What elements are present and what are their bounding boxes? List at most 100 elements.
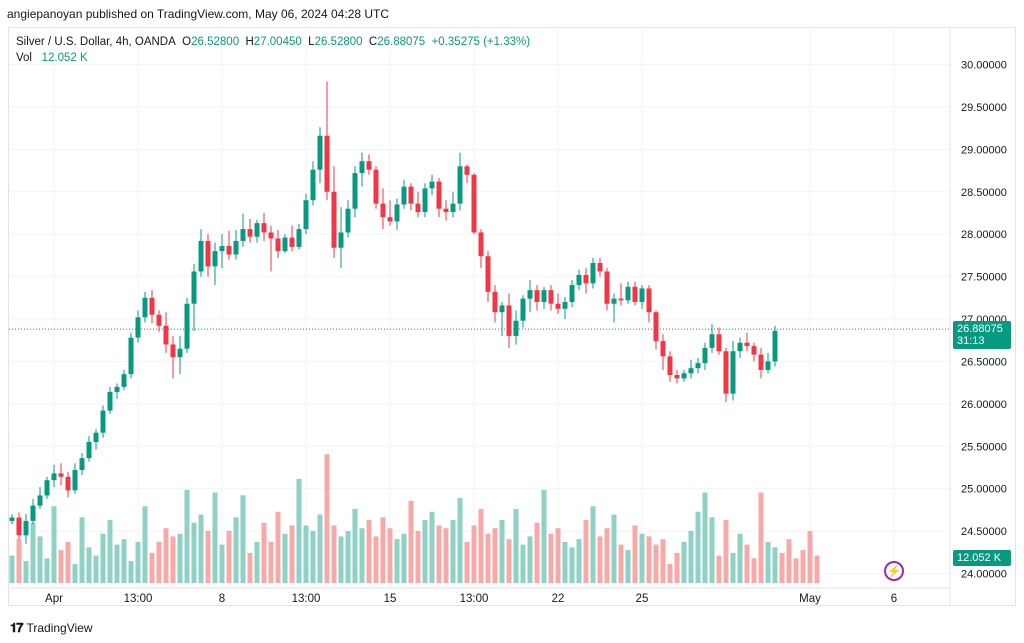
volume-bar xyxy=(695,511,701,583)
last-price-value: 26.88075 xyxy=(957,323,1003,336)
candle-body xyxy=(72,470,78,491)
candle-body xyxy=(331,191,337,248)
candle-body xyxy=(632,286,638,303)
x-tick-label: 25 xyxy=(636,593,649,605)
volume-bar xyxy=(184,489,190,583)
volume-bar xyxy=(555,528,561,583)
volume-bar xyxy=(149,552,155,583)
y-tick-label: 26.00000 xyxy=(961,399,1007,411)
candle-body xyxy=(422,188,428,213)
volume-bar xyxy=(639,533,645,583)
volume-bar xyxy=(387,528,393,583)
high-label: H xyxy=(245,36,254,48)
volume-bar xyxy=(177,533,183,583)
candle-body xyxy=(415,203,421,213)
candle-body xyxy=(478,232,484,257)
volume-bar xyxy=(625,550,631,583)
y-tick-label: 24.00000 xyxy=(961,569,1007,581)
publish-credit: angiepanoyan published on TradingView.co… xyxy=(7,7,390,21)
open-label: O xyxy=(182,36,192,48)
candle-body xyxy=(555,303,561,309)
volume-bar xyxy=(240,495,246,583)
candle-body xyxy=(471,174,477,233)
candle-body xyxy=(226,246,232,255)
x-tick-label: 22 xyxy=(552,593,565,605)
candle-body xyxy=(177,348,183,358)
y-tick-label: 28.00000 xyxy=(961,229,1007,241)
volume-bar xyxy=(37,536,43,583)
volume-bar xyxy=(72,563,78,583)
volume-bar xyxy=(814,555,820,583)
volume-bar xyxy=(401,533,407,583)
candle-body xyxy=(240,229,246,241)
candle-body xyxy=(247,229,253,237)
candle-body xyxy=(191,271,197,304)
candle-body xyxy=(709,334,715,348)
volume-bar xyxy=(583,519,589,583)
volume-bar xyxy=(65,541,71,583)
symbol-label[interactable]: Silver / U.S. Dollar, 4h, OANDA xyxy=(16,36,176,48)
candle-body xyxy=(359,161,365,174)
candle-body xyxy=(114,386,120,392)
volume-bar xyxy=(219,544,225,583)
volume-bar xyxy=(478,509,484,583)
volume-bar xyxy=(443,528,449,583)
x-tick-label: 6 xyxy=(891,593,897,605)
candle-body xyxy=(44,480,50,496)
volume-bar xyxy=(527,536,533,583)
candle-body xyxy=(639,288,645,303)
volume-bar xyxy=(415,530,421,583)
volume-bar xyxy=(93,555,99,583)
volume-bar xyxy=(793,558,799,583)
low-value: 26.52800 xyxy=(314,36,363,48)
volume-bar xyxy=(303,525,309,583)
tradingview-logo-icon: 𝟏𝟕 xyxy=(10,620,24,635)
volume-bar xyxy=(198,514,204,583)
volume-bar xyxy=(611,514,617,583)
volume-bar xyxy=(576,539,582,583)
volume-bar xyxy=(471,525,477,583)
candle-body xyxy=(366,161,372,170)
volume-bar xyxy=(457,498,463,583)
candle-body xyxy=(282,237,288,252)
volume-bar xyxy=(716,555,722,583)
candle-body xyxy=(289,237,295,247)
bar-countdown: 31:13 xyxy=(957,335,985,348)
candle-body xyxy=(184,303,190,349)
volume-bar xyxy=(492,528,498,583)
volume-bar xyxy=(730,552,736,583)
candle-body xyxy=(408,186,414,204)
candle-body xyxy=(702,347,708,364)
volume-bar xyxy=(723,519,729,583)
candle-body xyxy=(23,520,29,536)
volume-bar xyxy=(485,533,491,583)
candle-body xyxy=(541,290,547,303)
volume-bar xyxy=(450,519,456,583)
candle-body xyxy=(51,473,57,481)
candle-body xyxy=(737,342,743,352)
volume-bar xyxy=(499,519,505,583)
volume-bar xyxy=(331,525,337,583)
candle-body xyxy=(611,298,617,304)
volume-bar xyxy=(247,552,253,583)
lightning-icon[interactable]: ⚡ xyxy=(884,561,904,581)
candle-body xyxy=(219,246,225,252)
candle-body xyxy=(394,204,400,222)
volume-bar xyxy=(408,500,414,583)
x-tick-label: 8 xyxy=(219,593,225,605)
candle-body xyxy=(751,346,757,355)
volume-bar xyxy=(205,530,211,583)
volume-bar xyxy=(660,539,666,583)
volume-bar xyxy=(317,514,323,583)
volume-bar xyxy=(163,528,169,583)
y-tick-label: 26.50000 xyxy=(961,356,1007,368)
candle-body xyxy=(65,476,71,491)
candle-body xyxy=(667,356,673,375)
candle-body xyxy=(499,305,505,313)
volume-label: Vol xyxy=(16,52,32,64)
volume-bar xyxy=(338,536,344,583)
candle-body xyxy=(254,223,260,237)
volume-bar xyxy=(30,522,36,583)
volume-bar xyxy=(807,530,813,583)
